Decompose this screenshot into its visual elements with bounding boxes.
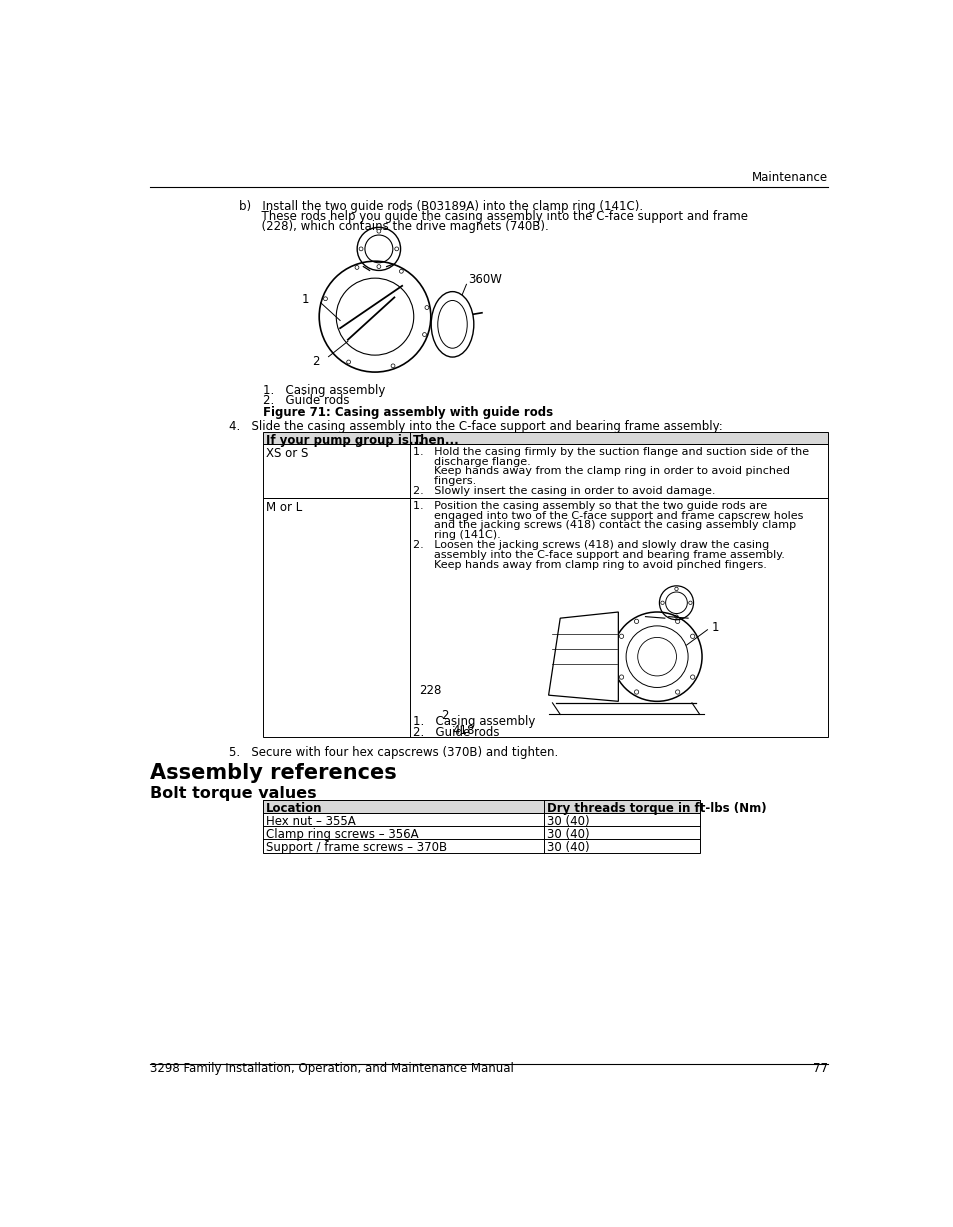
Text: Keep hands away from the clamp ring in order to avoid pinched: Keep hands away from the clamp ring in o… <box>413 466 789 476</box>
Text: 2.   Guide rods: 2. Guide rods <box>262 394 349 406</box>
Polygon shape <box>548 612 618 702</box>
Text: Support / frame screws – 370B: Support / frame screws – 370B <box>266 840 446 854</box>
Text: 5.   Secure with four hex capscrews (370B) and tighten.: 5. Secure with four hex capscrews (370B)… <box>229 746 558 760</box>
Text: assembly into the C-face support and bearing frame assembly.: assembly into the C-face support and bea… <box>413 550 784 560</box>
Text: 77: 77 <box>812 1063 827 1075</box>
Text: Location: Location <box>266 801 322 815</box>
Bar <box>262 800 700 814</box>
Text: XS or S: XS or S <box>266 447 308 460</box>
Text: 2.   Loosen the jacking screws (418) and slowly draw the casing: 2. Loosen the jacking screws (418) and s… <box>413 540 768 550</box>
Text: 30 (40): 30 (40) <box>546 815 589 828</box>
Text: ring (141C).: ring (141C). <box>413 530 500 540</box>
Text: 1.   Casing assembly: 1. Casing assembly <box>413 715 535 729</box>
Text: These rods help you guide the casing assembly into the C-face support and frame: These rods help you guide the casing ass… <box>239 210 747 222</box>
Text: Maintenance: Maintenance <box>751 172 827 184</box>
Text: Figure 71: Casing assembly with guide rods: Figure 71: Casing assembly with guide ro… <box>262 406 552 418</box>
Text: 1.   Hold the casing firmly by the suction flange and suction side of the: 1. Hold the casing firmly by the suction… <box>413 447 808 456</box>
Text: 2: 2 <box>312 355 319 368</box>
Text: Then...: Then... <box>413 433 459 447</box>
Text: 30 (40): 30 (40) <box>546 828 589 840</box>
Text: 2: 2 <box>440 709 448 721</box>
Text: 2.   Slowly insert the casing in order to avoid damage.: 2. Slowly insert the casing in order to … <box>413 486 715 496</box>
Text: If your pump group is...: If your pump group is... <box>266 433 422 447</box>
Text: M or L: M or L <box>266 501 302 514</box>
Text: 2.   Guide rods: 2. Guide rods <box>413 725 499 739</box>
Text: fingers.: fingers. <box>413 476 476 486</box>
Bar <box>262 800 700 853</box>
Ellipse shape <box>431 292 474 357</box>
Text: 1.   Position the casing assembly so that the two guide rods are: 1. Position the casing assembly so that … <box>413 501 766 510</box>
Text: 1.   Casing assembly: 1. Casing assembly <box>262 384 385 396</box>
Text: Assembly references: Assembly references <box>150 763 396 783</box>
Text: 360W: 360W <box>468 274 501 286</box>
Text: 418: 418 <box>452 724 475 737</box>
Text: 1: 1 <box>301 293 309 307</box>
Bar <box>262 498 827 737</box>
Text: and the jacking screws (418) contact the casing assembly clamp: and the jacking screws (418) contact the… <box>413 520 795 530</box>
Bar <box>262 444 827 498</box>
Text: 3298 Family Installation, Operation, and Maintenance Manual: 3298 Family Installation, Operation, and… <box>150 1063 514 1075</box>
Text: 30 (40): 30 (40) <box>546 840 589 854</box>
Text: b)   Install the two guide rods (B03189A) into the clamp ring (141C).: b) Install the two guide rods (B03189A) … <box>239 200 643 212</box>
Text: 4.   Slide the casing assembly into the C-face support and bearing frame assembl: 4. Slide the casing assembly into the C-… <box>229 420 722 433</box>
Text: Hex nut – 355A: Hex nut – 355A <box>266 815 355 828</box>
Text: Dry threads torque in ft-lbs (Nm): Dry threads torque in ft-lbs (Nm) <box>546 801 766 815</box>
Text: 1: 1 <box>711 621 719 634</box>
Text: Clamp ring screws – 356A: Clamp ring screws – 356A <box>266 828 418 840</box>
Text: engaged into two of the C-face support and frame capscrew holes: engaged into two of the C-face support a… <box>413 510 802 520</box>
Text: Keep hands away from clamp ring to avoid pinched fingers.: Keep hands away from clamp ring to avoid… <box>413 560 766 569</box>
Text: (228), which contains the drive magnets (740B).: (228), which contains the drive magnets … <box>239 220 549 233</box>
Text: 228: 228 <box>418 683 441 697</box>
Text: discharge flange.: discharge flange. <box>413 456 530 466</box>
Text: Bolt torque values: Bolt torque values <box>150 787 316 801</box>
Bar <box>262 432 827 444</box>
